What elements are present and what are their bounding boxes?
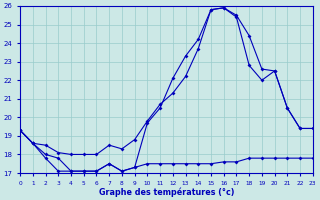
- X-axis label: Graphe des températures (°c): Graphe des températures (°c): [99, 187, 234, 197]
